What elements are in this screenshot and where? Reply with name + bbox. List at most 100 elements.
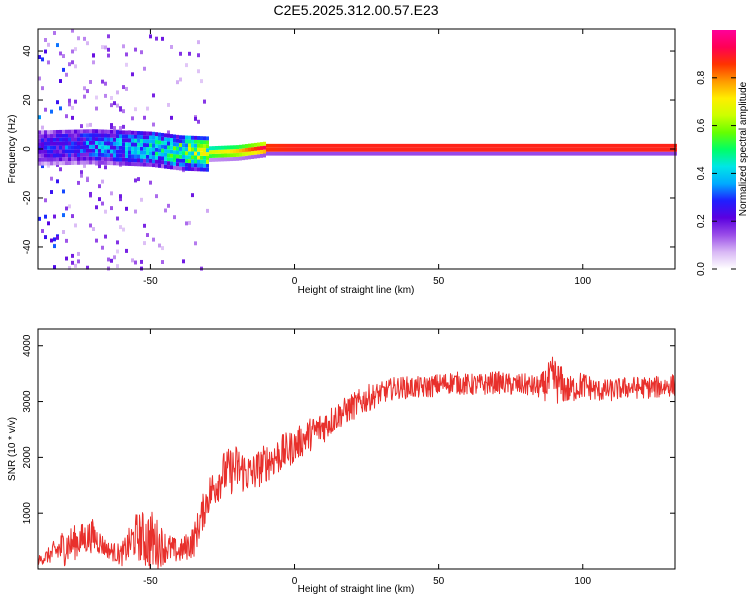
spectrogram-cell — [389, 151, 392, 156]
spectrogram-cell — [386, 151, 389, 156]
spectrogram-cell — [50, 109, 53, 114]
spectrogram-cell — [227, 145, 230, 150]
spectrogram-cell — [56, 141, 59, 146]
spectrogram-cell — [197, 139, 200, 144]
spectrogram-cell — [74, 133, 77, 138]
spectrogram-cell — [662, 151, 665, 156]
spectrogram-cell — [617, 143, 620, 148]
spectrogram-cell — [287, 151, 290, 156]
spectrogram-cell — [53, 157, 56, 162]
spectrogram-cell — [68, 137, 71, 142]
spectrogram-cell — [110, 103, 113, 108]
spectrogram-cell — [206, 152, 209, 157]
spectrogram-cell — [110, 129, 113, 134]
spectrogram-cell — [311, 147, 314, 152]
spectrogram-cell — [77, 156, 80, 161]
spectrogram-cell — [92, 160, 95, 165]
spectrogram-cell — [308, 151, 311, 156]
spectrogram-cell — [374, 151, 377, 156]
spectrogram-cell — [602, 151, 605, 156]
spectrogram-cell — [467, 151, 470, 156]
spectrogram-cell — [194, 167, 197, 172]
spectrogram-cell — [98, 164, 101, 169]
spectrogram-cell — [206, 163, 209, 168]
spectrogram-cell — [470, 151, 473, 156]
spectrogram-cell — [578, 151, 581, 156]
spectrogram-cell — [158, 132, 161, 137]
spectrogram-cell — [485, 147, 488, 152]
spectrogram-cell — [566, 147, 569, 152]
spectrogram-cell — [248, 143, 251, 148]
spectrogram-cell — [182, 139, 185, 144]
spectrogram-cell — [68, 204, 71, 209]
spectrogram-cell — [254, 150, 257, 155]
spectrogram-cell — [113, 153, 116, 158]
spectrogram-cell — [41, 86, 44, 91]
spectrogram-cell — [122, 44, 125, 49]
spectrogram-cell — [563, 147, 566, 152]
spectrogram-cell — [56, 133, 59, 138]
spectrogram-cell — [626, 147, 629, 152]
spectrogram-cell — [101, 137, 104, 142]
spectrogram-cell — [200, 140, 203, 145]
spectrogram-cell — [131, 116, 134, 121]
spectrogram-cell — [644, 143, 647, 148]
spectrogram-cell — [533, 147, 536, 152]
spectrogram-cell — [599, 147, 602, 152]
spectrogram-cell — [77, 160, 80, 165]
spectrogram-cell — [632, 143, 635, 148]
spectrogram-cell — [314, 151, 317, 156]
spectrogram-cell — [113, 157, 116, 162]
spectrogram-cell — [83, 152, 86, 157]
spectrogram-cell — [386, 143, 389, 148]
spectrogram-cell — [200, 167, 203, 172]
y-tick-label: 3000 — [22, 390, 33, 413]
spectrogram-cell — [398, 151, 401, 156]
spectrogram-cell — [341, 147, 344, 152]
spectrogram-cell — [89, 80, 92, 84]
spectrogram-cell — [56, 145, 59, 150]
spectrogram-cell — [98, 129, 101, 134]
spectrogram-cell — [155, 143, 158, 148]
spectrogram-cell — [164, 133, 167, 138]
spectrogram-cell — [284, 151, 287, 156]
spectrogram-cell — [185, 162, 188, 167]
spectrogram-cell — [602, 143, 605, 148]
spectrogram-cell — [110, 133, 113, 138]
colorbar-gradient — [712, 30, 736, 269]
spectrogram-cell — [98, 156, 101, 161]
spectrogram-cell — [530, 151, 533, 156]
spectrogram-cell — [110, 141, 113, 146]
spectrogram-cell — [50, 145, 53, 150]
spectrogram-cell — [533, 143, 536, 148]
y-tick-label: 20 — [22, 94, 33, 106]
spectrogram-cell — [65, 153, 68, 158]
spectrogram-cell — [344, 143, 347, 148]
spectrogram-cell — [128, 150, 131, 155]
spectrogram-cell — [629, 143, 632, 148]
spectrogram-cell — [527, 147, 530, 152]
spectrogram-cell — [224, 157, 227, 162]
spectrogram-cell — [188, 167, 191, 171]
spectrogram-cell — [77, 145, 80, 150]
spectrogram-cell — [125, 157, 128, 162]
spectrogram-cell — [92, 152, 95, 157]
spectrogram-cell — [65, 256, 68, 261]
spectrogram-cell — [191, 159, 194, 164]
spectrogram-cell — [668, 143, 671, 148]
spectrogram-cell — [143, 143, 146, 147]
spectrogram-cell — [44, 142, 47, 146]
spectrogram-cell — [128, 138, 131, 143]
spectrogram-cell — [167, 137, 170, 142]
spectrogram-cell — [584, 147, 587, 152]
spectrogram-cell — [230, 149, 233, 154]
spectrogram-cell — [245, 151, 248, 156]
spectrogram-cell — [533, 151, 536, 156]
spectrogram-cell — [200, 163, 203, 168]
spectrogram-cell — [218, 145, 221, 150]
spectrogram-cell — [362, 147, 365, 152]
spectrogram-cell — [71, 141, 74, 146]
spectrogram-cell — [113, 126, 116, 130]
